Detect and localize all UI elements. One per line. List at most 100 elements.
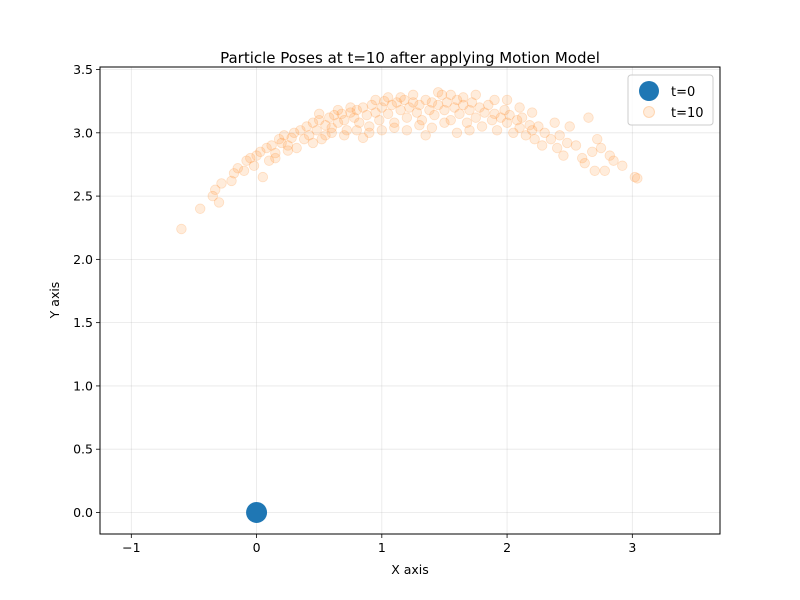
particle-point-t10	[629, 171, 641, 183]
particle-point-t10	[529, 133, 540, 145]
y-tick-label: 0.0	[73, 505, 93, 520]
particle-point-t10	[501, 94, 513, 106]
particle-point-t10	[326, 122, 337, 133]
legend: t=0 t=10	[627, 74, 714, 126]
particle-point-t10	[579, 157, 590, 169]
particle-point-t10	[216, 178, 227, 189]
particle-point-t10	[589, 165, 600, 176]
y-tick-label: 2.5	[73, 189, 93, 204]
particle-point-t10	[345, 107, 356, 118]
particle-point-t10	[251, 150, 262, 161]
particle-point-t10	[504, 109, 515, 121]
plot-frame	[99, 66, 721, 535]
particle-point-t10	[295, 125, 306, 136]
particle-point-t10	[176, 223, 187, 235]
particle-point-t10	[386, 99, 398, 111]
particle-point-t10	[341, 125, 352, 136]
ticks-layer: −1 0 1 2 3 0.0 0.5 1.0 1.5 2.0 2.5 3.0 3.5	[73, 62, 636, 555]
particle-point-t10	[320, 120, 331, 131]
particle-point-t10	[213, 197, 225, 208]
particle-point-t10	[345, 102, 356, 113]
particle-point-t10	[313, 114, 325, 126]
particle-point-t10	[389, 122, 400, 133]
particle-point-t10	[470, 89, 481, 101]
particle-point-t10	[439, 117, 450, 128]
particle-point-t10	[414, 99, 425, 111]
particle-point-t10	[439, 104, 450, 116]
particle-point-t10	[416, 114, 428, 126]
particle-point-t10	[326, 127, 337, 139]
particle-point-t10	[270, 147, 281, 159]
particle-point-t10	[445, 114, 456, 126]
particle-point-t10	[426, 122, 438, 133]
particle-point-t10	[461, 117, 473, 128]
particle-point-t10	[424, 104, 435, 116]
particle-point-t10	[307, 137, 319, 149]
particle-point-t10	[466, 97, 478, 108]
particle-point-t10	[395, 92, 406, 103]
data-layer	[176, 87, 643, 523]
y-tick-label: 0.5	[73, 442, 93, 457]
particle-point-t10	[570, 140, 582, 151]
particle-point-t10	[228, 168, 240, 179]
particle-point-t10	[313, 108, 325, 120]
x-tick-label: 1	[378, 540, 386, 555]
legend-label-t0: t=0	[671, 85, 695, 100]
particle-point-t10	[395, 104, 406, 116]
particle-point-t10	[382, 92, 394, 103]
particle-point-t10	[248, 160, 260, 171]
particle-point-t10	[514, 102, 525, 113]
particle-point-t10	[486, 114, 498, 126]
particle-point-t10	[389, 117, 400, 128]
particle-point-t10	[599, 165, 610, 176]
particle-point-t10	[349, 112, 360, 123]
particle-point-t10	[464, 125, 475, 136]
particle-point-t10	[608, 155, 619, 166]
particle-point-t10	[332, 104, 344, 116]
particle-point-t10	[361, 109, 372, 121]
particle-point-t10	[195, 203, 206, 214]
particle-point-t10	[207, 190, 218, 202]
particle-point-t10	[564, 121, 575, 132]
particle-point-t10	[520, 130, 532, 141]
particle-point-t10	[554, 130, 565, 141]
particle-point-t10	[303, 130, 315, 141]
particle-point-t10	[282, 145, 294, 156]
particle-point-t10	[376, 102, 388, 113]
particle-point-t10	[604, 150, 615, 161]
particle-point-t10	[391, 97, 403, 108]
particle-point-t10	[276, 137, 287, 149]
particle-point-t10	[351, 104, 362, 116]
particle-point-t10	[592, 133, 603, 145]
particle-point-t10	[539, 127, 550, 139]
particle-point-t10	[470, 112, 481, 123]
particle-point-t10	[632, 173, 643, 184]
particle-point-t10	[370, 107, 381, 118]
particle-point-t10	[551, 142, 563, 154]
particle-point-t10	[407, 97, 419, 108]
particle-point-t10	[257, 171, 269, 183]
particle-point-t10	[489, 94, 500, 106]
particle-point-t10	[587, 146, 598, 157]
particle-point-t10	[286, 132, 297, 144]
particle-point-t10	[316, 133, 327, 145]
particle-point-t10	[404, 102, 415, 113]
particle-point-t10	[420, 94, 431, 106]
particle-point-t10	[411, 107, 423, 118]
particle-point-t10	[449, 102, 460, 113]
particle-point-t10	[458, 92, 469, 103]
particle-point-t10	[429, 109, 440, 121]
particle-point-t10	[536, 140, 548, 151]
particle-point-t10	[524, 120, 535, 131]
particle-point-t10	[401, 112, 413, 123]
particle-point-t10	[491, 125, 503, 136]
particle-point-t10	[458, 99, 469, 111]
particle-point-t10	[558, 150, 569, 161]
particle-point-t10	[561, 137, 573, 149]
particle-point-t10	[255, 146, 266, 157]
legend-label-t10: t=10	[671, 106, 704, 121]
particle-point-t10	[282, 140, 294, 151]
particle-point-t10	[336, 108, 347, 120]
particle-point-t10	[441, 97, 453, 108]
particle-point-t10	[489, 108, 500, 120]
